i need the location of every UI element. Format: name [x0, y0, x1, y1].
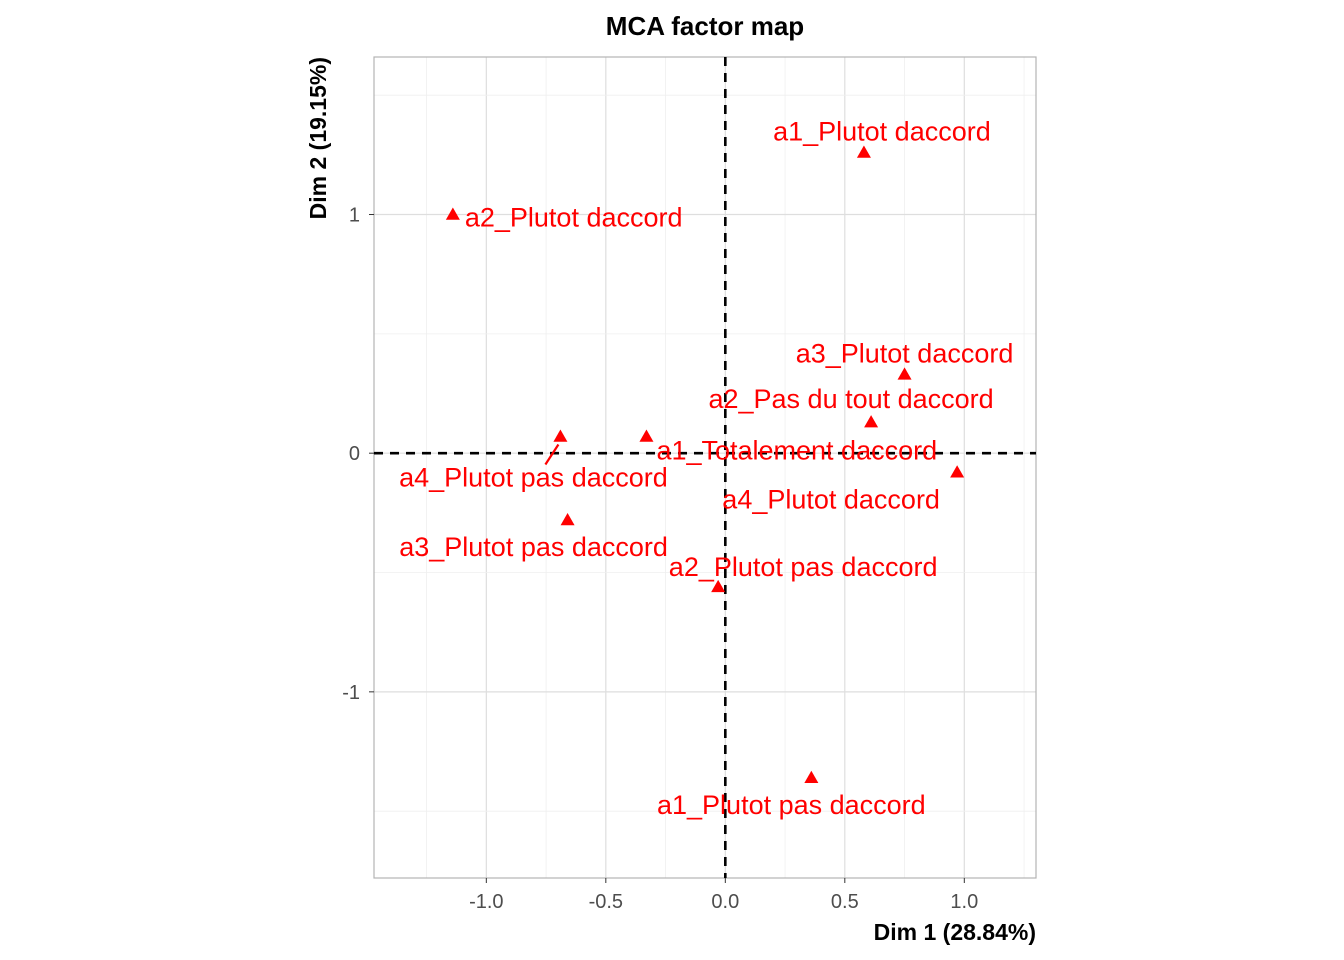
y-tick-label: 0 [349, 443, 360, 465]
data-point-triangle [804, 770, 819, 784]
y-axis-title: Dim 2 (19.15%) [305, 57, 331, 219]
data-point-triangle [553, 429, 568, 442]
data-points [445, 145, 965, 784]
point-label: a3_Plutot daccord [796, 338, 1014, 368]
plot-panel-border [373, 56, 1037, 879]
point-labels: a1_Plutot daccord a2_Plutot daccord a3_Plu… [399, 116, 1013, 819]
x-tick-label: -0.5 [589, 891, 623, 913]
y-axis-ticks: -1 0 1 [342, 205, 374, 704]
point-label: a2_Pas du tout daccord [708, 384, 993, 414]
chart-title: MCA factor map [606, 11, 804, 41]
point-label: a2_Plutot daccord [465, 203, 683, 233]
point-label: a3_Plutot pas daccord [399, 532, 668, 562]
data-point-triangle [897, 367, 912, 380]
data-point-triangle [445, 207, 460, 220]
y-tick-label: 1 [349, 205, 360, 227]
data-point-triangle [711, 579, 726, 593]
y-tick-label: -1 [342, 682, 360, 704]
x-tick-label: -1.0 [469, 891, 503, 913]
x-tick-label: 0.0 [711, 891, 739, 913]
data-point-triangle [560, 513, 575, 526]
data-point-triangle [639, 429, 654, 442]
data-point-triangle [864, 415, 879, 428]
x-axis-ticks: -1.0 -0.5 0.0 0.5 1.0 [469, 878, 978, 913]
x-tick-label: 0.5 [831, 891, 859, 913]
data-point-triangle [856, 145, 871, 158]
point-label: a1_Plutot daccord [773, 116, 991, 146]
point-label: a4_Plutot pas daccord [399, 462, 668, 492]
point-label: a2_Plutot pas daccord [669, 552, 938, 582]
point-label: a4_Plutot daccord [722, 484, 940, 514]
label-connector-line [544, 443, 560, 466]
point-label: a1_Totalement daccord [656, 435, 937, 465]
x-axis-title: Dim 1 (28.84%) [874, 919, 1036, 945]
reference-lines [374, 57, 1036, 878]
data-point-triangle [950, 465, 965, 478]
x-tick-label: 1.0 [950, 891, 978, 913]
point-label: a1_Plutot pas daccord [657, 790, 926, 820]
